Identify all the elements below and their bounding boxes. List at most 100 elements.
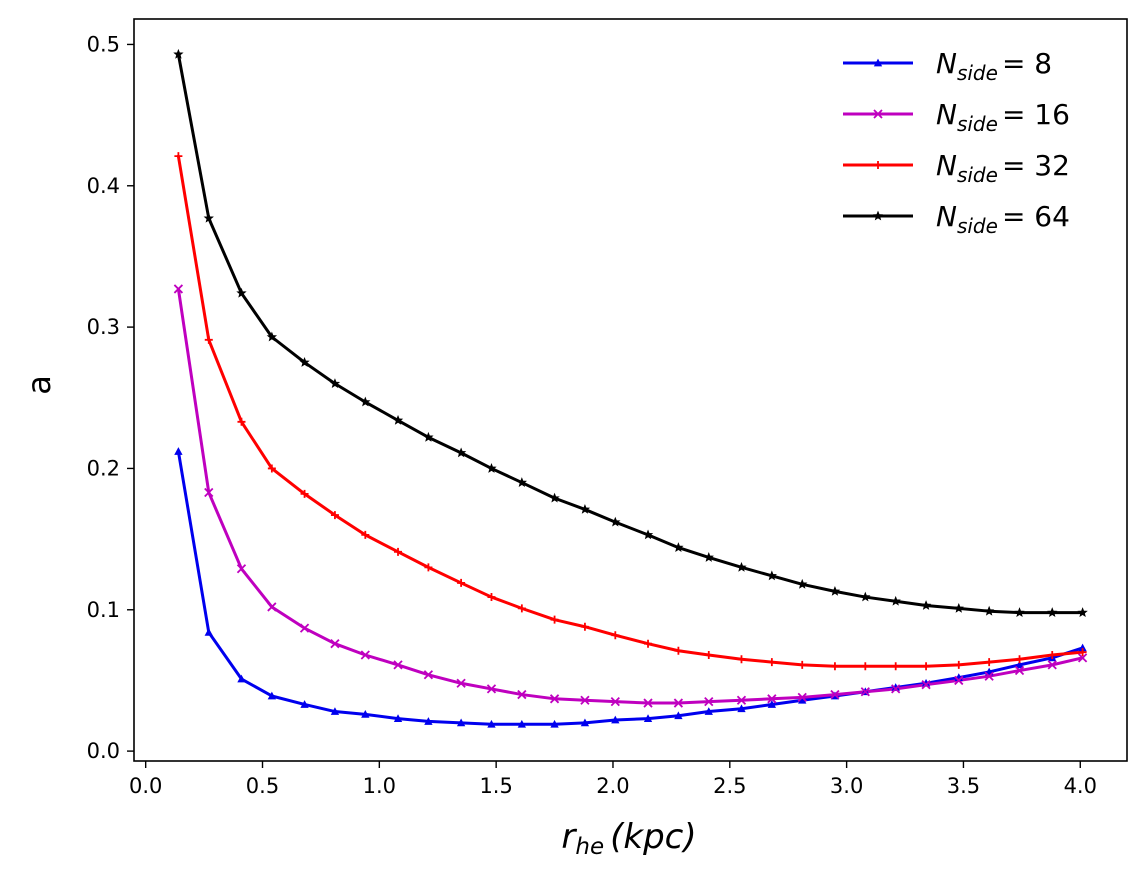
data-point-series-2	[954, 675, 964, 686]
data-point-series-2	[736, 695, 747, 705]
data-point-series-2	[549, 694, 560, 704]
data-point-series-1	[361, 710, 370, 718]
data-point-series-3	[891, 662, 900, 671]
data-point-series-4	[392, 414, 404, 425]
legend-entry-label: Nside = 64	[936, 200, 1070, 238]
data-point-series-1	[267, 691, 277, 700]
data-point-series-4	[642, 529, 654, 540]
data-point-series-3	[237, 417, 246, 426]
data-point-series-4	[486, 463, 497, 473]
data-point-series-1	[204, 628, 213, 636]
data-point-series-2	[984, 671, 994, 681]
data-point-series-3	[204, 335, 213, 344]
y-axis-label: a	[20, 375, 58, 395]
series-line-1	[176, 449, 1085, 726]
data-point-series-2	[517, 689, 527, 700]
data-point-series-3	[644, 639, 653, 648]
legend-label-value: = 64	[1002, 200, 1070, 233]
data-point-series-4	[203, 212, 214, 223]
data-point-series-1	[1015, 660, 1024, 669]
plot-markers	[173, 48, 1088, 728]
data-point-series-1	[424, 717, 433, 725]
data-point-series-4	[299, 357, 310, 367]
data-point-series-3	[922, 662, 931, 671]
data-point-series-2	[486, 684, 497, 694]
plot-lines	[176, 52, 1085, 726]
data-point-series-2	[1077, 653, 1088, 663]
data-point-series-4	[1047, 607, 1058, 617]
data-point-series-3	[394, 547, 403, 556]
data-point-series-4	[920, 600, 932, 610]
legend-label-main: N	[936, 200, 957, 233]
y-tick-label: 0.2	[87, 456, 120, 480]
data-point-series-3	[861, 662, 870, 671]
data-point-series-4	[1014, 607, 1025, 617]
y-tick-label: 0.4	[87, 174, 120, 198]
data-point-series-4	[797, 578, 808, 589]
y-tick-label: 0.0	[87, 739, 120, 763]
data-point-series-3	[985, 658, 994, 667]
legend-marker	[873, 58, 883, 67]
x-tick-label: 2.5	[713, 774, 746, 798]
y-tick-label: 0.1	[87, 598, 120, 622]
legend-marker	[872, 210, 884, 221]
legend-label-value: = 8	[1002, 47, 1052, 80]
data-point-series-4	[360, 396, 371, 407]
data-point-series-1	[456, 718, 466, 727]
data-point-series-1	[174, 447, 183, 455]
data-point-series-3	[174, 152, 183, 161]
data-point-series-1	[674, 711, 683, 720]
data-point-series-2	[330, 639, 340, 649]
data-point-series-4	[1077, 607, 1088, 617]
x-tick-label: 1.0	[363, 774, 396, 798]
data-point-series-3	[300, 489, 309, 498]
data-point-series-1	[393, 714, 403, 722]
data-point-series-2	[860, 687, 870, 697]
data-point-series-2	[610, 697, 620, 707]
legend-label-sub: side	[957, 163, 998, 187]
data-point-series-2	[921, 680, 931, 690]
data-point-series-3	[580, 622, 589, 631]
data-point-series-2	[830, 689, 840, 700]
data-point-series-4	[703, 552, 714, 562]
legend-label-main: N	[936, 149, 957, 182]
data-point-series-1	[517, 719, 527, 728]
data-point-series-2	[393, 660, 403, 670]
legend-label-main: N	[936, 98, 957, 131]
data-point-series-4	[736, 561, 747, 572]
data-point-series-3	[830, 662, 839, 671]
data-point-series-2	[173, 284, 184, 294]
data-point-series-3	[798, 660, 807, 669]
data-point-series-3	[424, 563, 433, 572]
legend-label-sub: side	[957, 214, 998, 238]
data-point-series-4	[266, 331, 278, 342]
data-point-series-4	[455, 447, 467, 458]
plot-frame	[133, 18, 1128, 762]
data-point-series-2	[643, 698, 653, 708]
x-axis-label: rhe (kpc)	[561, 817, 696, 860]
data-point-series-2	[1047, 660, 1057, 670]
data-point-series-3	[457, 578, 466, 587]
data-point-series-1	[550, 719, 559, 728]
data-point-series-2	[456, 678, 466, 688]
data-point-series-2	[797, 692, 807, 703]
data-point-series-2	[580, 695, 590, 705]
data-point-series-4	[236, 287, 247, 298]
y-tick-label: 0.5	[87, 32, 120, 56]
data-point-series-1	[237, 674, 246, 683]
data-point-series-4	[890, 595, 901, 606]
data-point-series-2	[704, 697, 714, 707]
data-point-series-3	[330, 511, 339, 520]
data-point-series-2	[299, 623, 310, 633]
data-point-series-1	[704, 707, 713, 715]
data-point-series-4	[953, 602, 964, 613]
legend-entry-label: Nside = 32	[936, 149, 1070, 187]
series-line-4	[176, 52, 1085, 615]
data-point-series-4	[860, 591, 871, 602]
data-point-series-2	[767, 694, 777, 704]
legend-entry-label: Nside = 8	[936, 47, 1052, 85]
x-tick-label: 0.0	[129, 774, 162, 798]
x-axis-label-main: r	[561, 817, 577, 857]
data-point-series-1	[767, 700, 777, 708]
